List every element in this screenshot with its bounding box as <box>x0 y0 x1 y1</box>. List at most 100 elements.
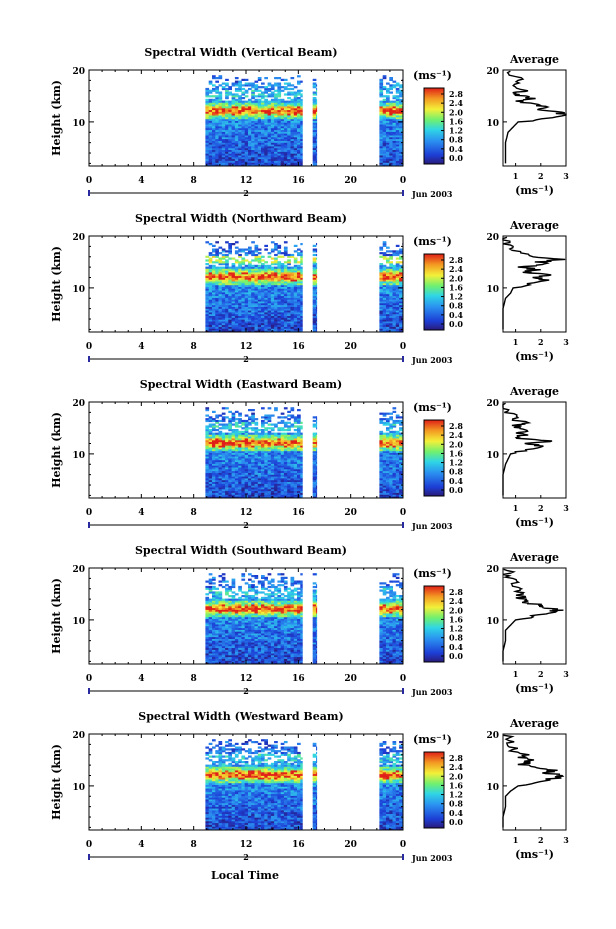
heatmap-cell <box>280 416 285 419</box>
heatmap-cell <box>205 432 210 435</box>
heatmap-cell <box>244 279 249 282</box>
heatmap-cell <box>205 467 210 470</box>
heatmap-cell <box>274 117 278 120</box>
heatmap-cell <box>234 463 239 466</box>
heatmap-cell <box>267 461 272 464</box>
heatmap-cell <box>234 120 239 123</box>
heatmap-cell <box>312 149 317 152</box>
heatmap-cell <box>382 322 387 326</box>
heatmap-cell <box>382 75 387 78</box>
heatmap-cell <box>389 317 393 320</box>
heatmap-cell <box>267 326 272 329</box>
heatmap-cell <box>316 156 318 160</box>
heatmap-cell <box>225 441 229 444</box>
heatmap-cell <box>238 459 242 463</box>
heatmap-cell <box>231 452 236 455</box>
heatmap-cell <box>280 454 285 457</box>
heatmap-cell <box>386 268 390 271</box>
heatmap-cell <box>218 246 223 249</box>
heatmap-cell <box>208 295 213 298</box>
heatmap-cell <box>293 299 298 302</box>
heatmap-cell <box>221 438 226 441</box>
heatmap-cell <box>392 140 397 143</box>
heatmap-cell <box>257 140 262 143</box>
heatmap-cell <box>280 450 285 453</box>
heatmap-cell <box>238 490 242 493</box>
heatmap-cell <box>215 476 219 479</box>
heatmap-cell <box>244 248 249 251</box>
heatmap-cell <box>382 283 387 286</box>
heatmap-cell <box>218 496 223 499</box>
heatmap-cell <box>241 302 246 306</box>
heatmap-cell <box>270 164 275 167</box>
heatmap-cell <box>277 277 282 280</box>
heatmap-cell <box>215 164 219 167</box>
heatmap-cell <box>280 255 285 258</box>
heatmap-cell <box>228 133 232 136</box>
heatmap-cell <box>257 138 262 141</box>
y-axis-label: Height (km) <box>50 80 63 156</box>
heatmap-cell <box>257 488 262 492</box>
heatmap-cell <box>274 263 278 266</box>
heatmap-cell <box>316 160 318 163</box>
heatmap-cell <box>254 310 259 313</box>
heatmap-cell <box>261 264 265 267</box>
heatmap-cell <box>270 463 275 466</box>
heatmap-cell <box>228 456 232 459</box>
heatmap-cell <box>392 292 397 295</box>
heatmap-cell <box>248 277 252 280</box>
heatmap-cell <box>244 306 249 309</box>
heatmap-cell <box>261 306 265 309</box>
heatmap-cell <box>267 270 272 273</box>
heatmap-cell <box>225 330 229 333</box>
heatmap-cell <box>382 158 387 161</box>
heatmap-cell <box>231 84 236 87</box>
heatmap-cell <box>251 293 255 297</box>
heatmap-cell <box>312 441 317 444</box>
heatmap-cell <box>218 115 223 118</box>
heatmap-cell <box>244 449 249 452</box>
heatmap-cell <box>382 324 387 327</box>
heatmap-cell <box>267 277 272 280</box>
heatmap-cell <box>316 324 318 327</box>
heatmap-cell <box>277 290 282 293</box>
heatmap-cell <box>300 153 303 156</box>
heatmap-cell <box>382 241 387 244</box>
heatmap-cell <box>231 107 236 111</box>
heatmap-cell <box>316 306 318 309</box>
heatmap-cell <box>208 283 213 286</box>
heatmap-cell <box>238 261 242 264</box>
heatmap-cell <box>293 151 298 154</box>
heatmap-cell <box>267 313 272 316</box>
heatmap-cell <box>264 488 268 492</box>
heatmap-cell <box>399 252 403 255</box>
heatmap-cell <box>312 107 317 111</box>
heatmap-cell <box>297 488 301 492</box>
heatmap-cell <box>218 490 223 493</box>
heatmap-cell <box>270 117 275 120</box>
heatmap-cell <box>234 434 239 437</box>
heatmap-cell <box>225 463 229 466</box>
heatmap-cell <box>283 481 288 484</box>
heatmap-cell <box>386 281 390 284</box>
heatmap-cell <box>277 151 282 154</box>
heatmap-cell <box>221 304 226 307</box>
heatmap-cell <box>221 326 226 329</box>
heatmap-cell <box>231 458 236 461</box>
heatmap-cell <box>234 126 239 129</box>
heatmap-cell <box>386 111 390 114</box>
heatmap-cell <box>234 317 239 320</box>
heatmap-cell <box>300 458 303 461</box>
heatmap-cell <box>382 118 387 121</box>
heatmap-cell <box>382 100 387 103</box>
heatmap-cell <box>297 326 301 329</box>
heatmap-cell <box>287 414 291 417</box>
heatmap-cell <box>244 425 249 428</box>
heatmap-cell <box>290 281 295 284</box>
heatmap-cell <box>221 279 226 282</box>
heatmap-cell <box>290 485 295 488</box>
heatmap-cell <box>238 100 242 103</box>
heatmap-cell <box>257 127 262 131</box>
heatmap-cell <box>212 261 216 264</box>
heatmap-cell <box>234 474 239 477</box>
